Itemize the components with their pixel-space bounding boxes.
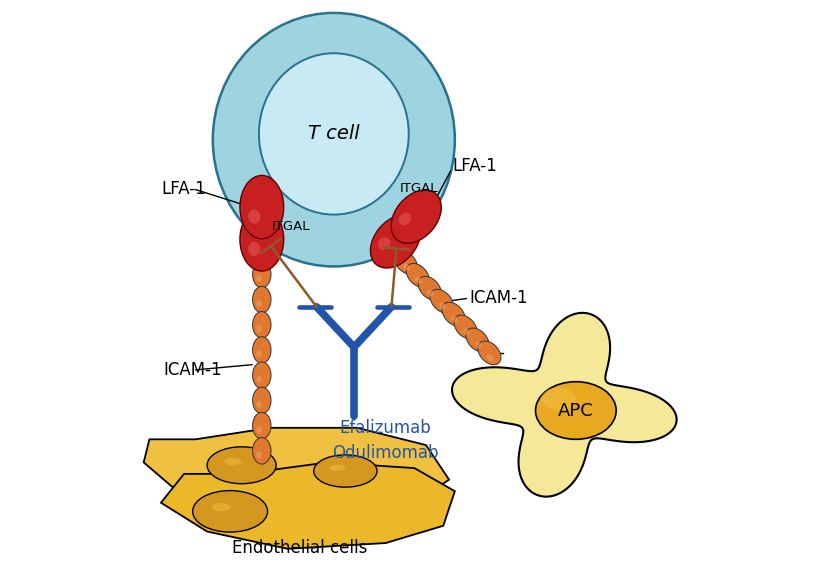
Ellipse shape bbox=[541, 387, 575, 411]
Ellipse shape bbox=[391, 190, 440, 243]
Ellipse shape bbox=[403, 264, 409, 271]
Ellipse shape bbox=[370, 215, 420, 268]
Ellipse shape bbox=[406, 263, 429, 287]
Ellipse shape bbox=[253, 387, 271, 413]
Text: ITGAL: ITGAL bbox=[272, 219, 310, 233]
Text: ICAM-1: ICAM-1 bbox=[164, 361, 222, 379]
Ellipse shape bbox=[430, 290, 453, 313]
Ellipse shape bbox=[211, 503, 230, 511]
Ellipse shape bbox=[256, 401, 262, 408]
Ellipse shape bbox=[256, 451, 262, 459]
Text: ITGAL: ITGAL bbox=[400, 182, 438, 195]
Text: Endothelial cells: Endothelial cells bbox=[231, 540, 367, 558]
Ellipse shape bbox=[426, 290, 433, 296]
Ellipse shape bbox=[253, 261, 271, 288]
Ellipse shape bbox=[329, 464, 345, 471]
Ellipse shape bbox=[256, 300, 262, 307]
Ellipse shape bbox=[253, 362, 271, 389]
Ellipse shape bbox=[441, 302, 465, 326]
Ellipse shape bbox=[253, 312, 271, 338]
Polygon shape bbox=[143, 428, 449, 514]
Ellipse shape bbox=[415, 277, 421, 284]
Ellipse shape bbox=[248, 242, 260, 256]
Ellipse shape bbox=[313, 455, 377, 487]
Text: T cell: T cell bbox=[308, 124, 359, 144]
Ellipse shape bbox=[463, 329, 469, 335]
Text: ICAM-1: ICAM-1 bbox=[469, 289, 527, 307]
Ellipse shape bbox=[207, 447, 276, 483]
Ellipse shape bbox=[224, 458, 241, 466]
Ellipse shape bbox=[253, 412, 271, 439]
Ellipse shape bbox=[256, 376, 262, 383]
Ellipse shape bbox=[398, 212, 411, 225]
Text: LFA-1: LFA-1 bbox=[451, 156, 496, 175]
Ellipse shape bbox=[253, 236, 271, 262]
Ellipse shape bbox=[474, 342, 481, 348]
Ellipse shape bbox=[256, 426, 262, 433]
Ellipse shape bbox=[535, 382, 615, 439]
Ellipse shape bbox=[454, 315, 477, 339]
Polygon shape bbox=[451, 313, 676, 497]
Text: APC: APC bbox=[557, 401, 593, 420]
Ellipse shape bbox=[378, 237, 390, 250]
Ellipse shape bbox=[256, 274, 262, 282]
Ellipse shape bbox=[253, 337, 271, 363]
Ellipse shape bbox=[253, 287, 271, 313]
Ellipse shape bbox=[477, 341, 500, 365]
Ellipse shape bbox=[439, 303, 445, 310]
Ellipse shape bbox=[417, 276, 440, 300]
Ellipse shape bbox=[192, 490, 267, 532]
Ellipse shape bbox=[465, 328, 489, 352]
Ellipse shape bbox=[239, 208, 283, 271]
Polygon shape bbox=[161, 463, 455, 549]
Ellipse shape bbox=[256, 325, 262, 332]
Ellipse shape bbox=[256, 350, 262, 358]
Text: Odulimomab: Odulimomab bbox=[332, 444, 438, 462]
Ellipse shape bbox=[256, 250, 262, 256]
Ellipse shape bbox=[239, 175, 283, 239]
Ellipse shape bbox=[486, 354, 493, 361]
Ellipse shape bbox=[253, 438, 271, 464]
Ellipse shape bbox=[213, 13, 455, 266]
Text: Efalizumab: Efalizumab bbox=[339, 419, 431, 437]
Ellipse shape bbox=[450, 316, 457, 323]
Ellipse shape bbox=[258, 53, 408, 215]
Text: LFA-1: LFA-1 bbox=[161, 179, 205, 197]
Ellipse shape bbox=[248, 210, 260, 223]
Ellipse shape bbox=[394, 251, 417, 274]
